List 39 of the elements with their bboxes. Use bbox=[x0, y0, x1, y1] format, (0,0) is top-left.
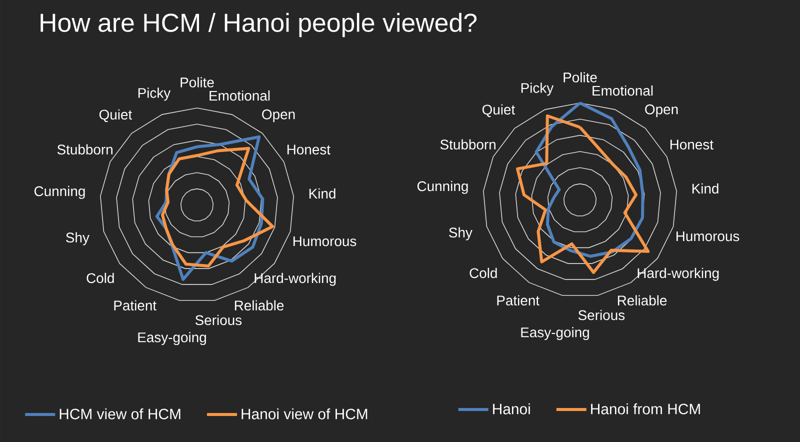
spoke-label: Stubborn bbox=[440, 139, 496, 150]
spoke-label: Humorous bbox=[293, 236, 356, 246]
spoke-label: Picky bbox=[521, 82, 554, 96]
spoke-label: Serious bbox=[578, 310, 625, 320]
legend-label: Hanoi view of HCM bbox=[242, 408, 368, 420]
spoke-label: Humorous bbox=[676, 231, 740, 242]
spoke-label: Polite bbox=[180, 77, 214, 88]
spoke-label: Shy bbox=[66, 232, 90, 246]
spoke-label: Hard-working bbox=[254, 272, 336, 286]
spoke-label: Patient bbox=[497, 295, 540, 306]
spoke-label: Cold bbox=[470, 268, 497, 278]
spoke-label: Cunning bbox=[417, 180, 468, 194]
spoke-label: Reliable bbox=[234, 300, 284, 310]
spoke-label: Stubborn bbox=[57, 144, 112, 155]
spoke-label: Cunning bbox=[34, 186, 85, 199]
spoke-label: Cold bbox=[86, 272, 114, 284]
spoke-label: Reliable bbox=[618, 295, 667, 306]
spoke-label: Quiet bbox=[482, 104, 516, 118]
legend-label: Hanoi from HCM bbox=[591, 403, 700, 414]
spoke-label: Hard-working bbox=[638, 268, 719, 281]
spoke-label: Serious bbox=[195, 314, 242, 326]
spoke-label: Honest bbox=[287, 144, 330, 155]
spoke-label: Easy-going bbox=[138, 332, 206, 346]
chart-title: How are HCM / Hanoi people viewed? bbox=[40, 12, 477, 38]
spoke-label: Easy-going bbox=[521, 327, 589, 340]
spoke-label: Patient bbox=[114, 300, 156, 310]
spoke-label: Emotional bbox=[592, 85, 653, 96]
spoke-label: Picky bbox=[138, 88, 171, 101]
legend-label: HCM view of HCM bbox=[60, 408, 180, 420]
spoke-label: Shy bbox=[449, 227, 472, 240]
spoke-label: Emotional bbox=[210, 90, 270, 101]
spoke-label: Polite bbox=[564, 72, 597, 82]
spoke-label: Kind bbox=[692, 183, 718, 194]
spoke-label: Open bbox=[645, 104, 678, 118]
legend-label: Hanoi bbox=[493, 403, 530, 414]
spoke-label: Honest bbox=[670, 140, 714, 150]
spoke-label: Kind bbox=[309, 188, 336, 199]
spoke-label: Quiet bbox=[99, 109, 132, 122]
spoke-label: Open bbox=[262, 109, 295, 122]
